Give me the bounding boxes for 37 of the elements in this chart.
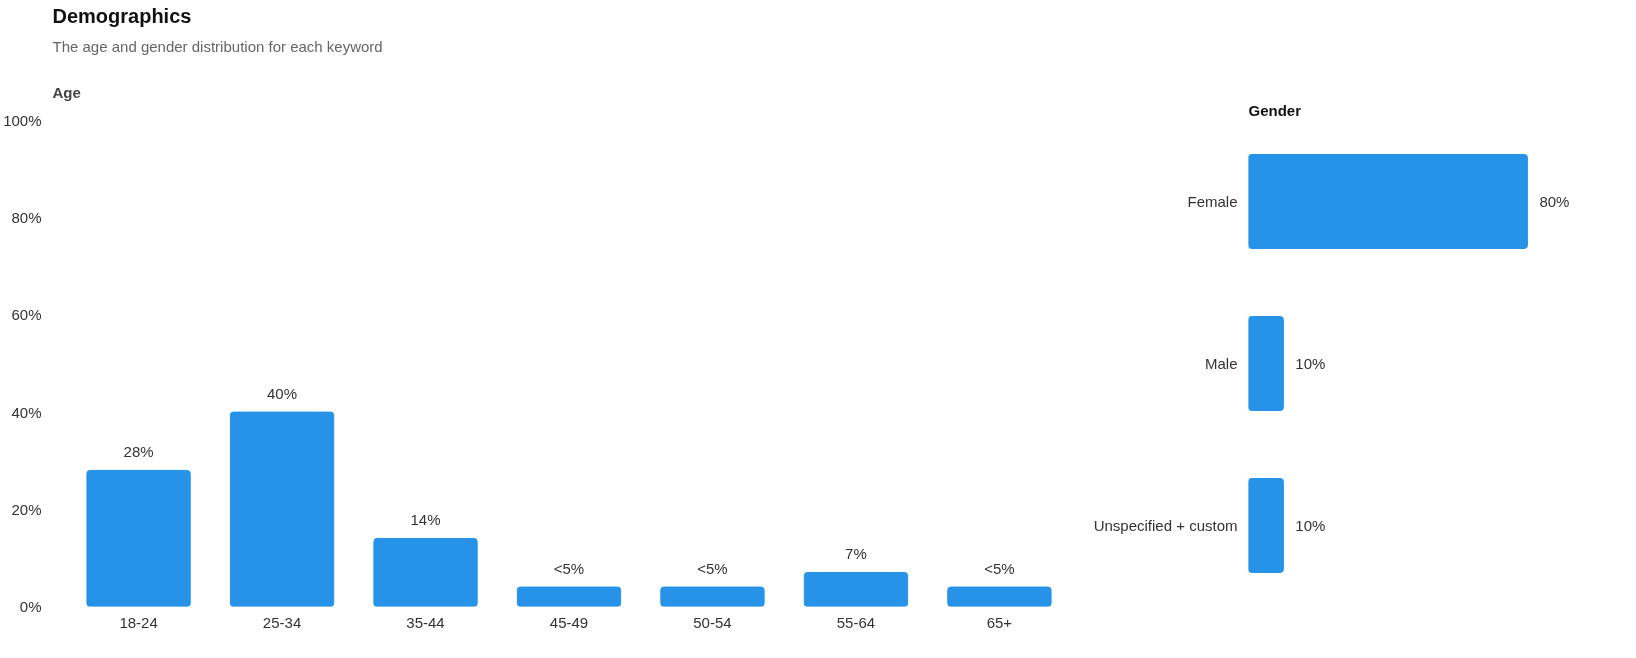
x-tick-label: 35-44 [406, 613, 445, 631]
bar [947, 586, 1052, 607]
chart-subtitle: The age and gender distribution for each keyword [52, 37, 383, 55]
x-tick-label: 25-34 [262, 613, 302, 631]
bar [803, 571, 909, 607]
y-tick-label: 80% [11, 209, 42, 227]
data-label: 40% [267, 385, 298, 403]
data-label: <5% [553, 560, 585, 578]
y-tick-label: 100% [3, 112, 42, 129]
y-tick-label: 0% [19, 598, 42, 615]
y-tick-label: Female [1187, 193, 1238, 210]
y-tick-label: 20% [11, 500, 42, 518]
bar [229, 411, 335, 607]
bar [86, 469, 191, 607]
data-label: 28% [123, 443, 154, 461]
x-tick-label: 65+ [986, 613, 1013, 631]
text: Age [52, 83, 81, 101]
data-label: 80% [1539, 193, 1570, 210]
x-tick-label: 55-64 [836, 613, 876, 631]
y-tick-label: Male [1204, 355, 1238, 372]
data-label: <5% [984, 560, 1015, 578]
data-label: 14% [410, 511, 441, 529]
data-label: 10% [1295, 355, 1326, 372]
x-tick-label: 18-24 [119, 613, 158, 631]
y-tick-label: 60% [11, 306, 42, 324]
x-tick-label: 50-54 [693, 613, 732, 631]
x-tick-label: 45-49 [549, 613, 589, 631]
chart-title: Gender [1248, 101, 1302, 119]
bar [373, 537, 478, 607]
y-tick-label: 40% [11, 403, 42, 421]
data-label: 10% [1295, 517, 1326, 534]
data-label: 7% [845, 545, 867, 563]
data-label: <5% [697, 560, 728, 578]
bar [660, 586, 765, 607]
bar [516, 586, 622, 607]
y-tick-label: Unspecified + custom [1093, 517, 1238, 534]
chart-title: Demographics [52, 4, 192, 27]
